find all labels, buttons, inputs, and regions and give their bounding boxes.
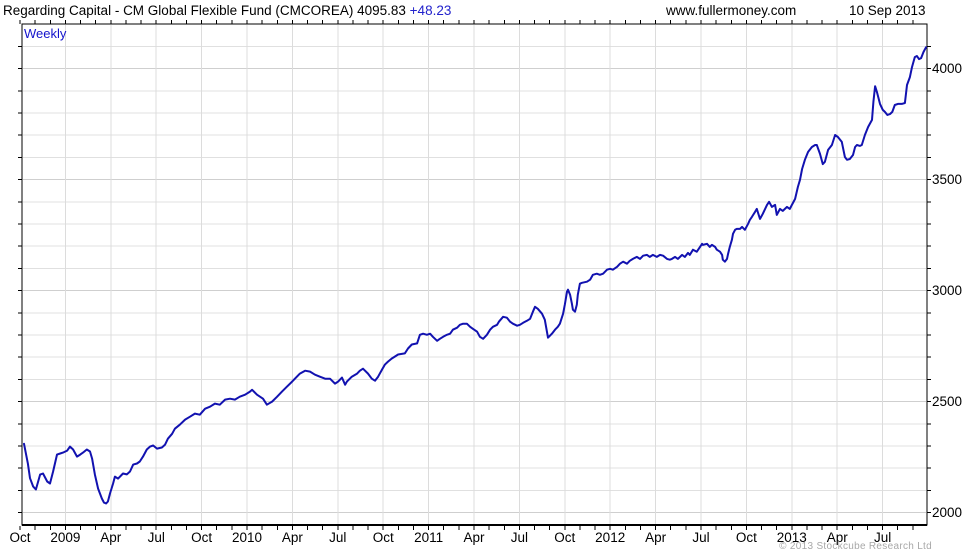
- x-axis-label: 2010: [232, 530, 262, 545]
- x-axis-label: Jul: [511, 530, 528, 545]
- date-text: 10 Sep 2013: [849, 3, 926, 18]
- copyright-text: © 2013 Stockcube Research Ltd: [779, 541, 932, 552]
- x-axis-label: Jul: [692, 530, 709, 545]
- x-axis-label: Oct: [9, 530, 30, 545]
- x-axis-label: Apr: [282, 530, 304, 545]
- x-axis-label: Apr: [645, 530, 667, 545]
- x-axis-ticks: [19, 20, 914, 530]
- x-axis-label: Oct: [736, 530, 757, 545]
- x-axis-label: Apr: [100, 530, 122, 545]
- website-text: www.fullermoney.com: [666, 3, 797, 18]
- y-axis-label: 4000: [932, 61, 962, 76]
- x-axis-label: 2009: [50, 530, 80, 545]
- x-axis-label: Jul: [874, 530, 891, 545]
- y-axis-label: 3500: [932, 172, 962, 187]
- x-axis-label: 2012: [595, 530, 625, 545]
- x-axis-label: 2011: [414, 530, 443, 545]
- chart-title-change: +48.23: [409, 3, 452, 18]
- frequency-label: Weekly: [24, 26, 67, 41]
- x-axis-labels: Oct 2009 Apr Jul Oct 2010 Apr Jul Oct 2011 Apr Jul O…: [9, 530, 891, 545]
- x-axis-label: Jul: [148, 530, 165, 545]
- x-axis-label: Apr: [827, 530, 849, 545]
- x-axis-label: Oct: [191, 530, 212, 545]
- y-axis-ticks: [18, 45, 931, 514]
- chart-title-text: Regarding Capital - CM Global Flexible F…: [3, 3, 410, 18]
- y-axis-labels: 2000 2500 3000 3500 4000: [932, 61, 962, 520]
- x-axis-label: Jul: [329, 530, 346, 545]
- x-axis-label: Oct: [373, 530, 394, 545]
- y-axis-label: 2500: [932, 394, 962, 409]
- x-axis-label: Apr: [463, 530, 485, 545]
- price-line: [23, 46, 927, 505]
- x-gridlines: [64, 25, 884, 524]
- x-axis-label: Oct: [554, 530, 575, 545]
- chart-title: Regarding Capital - CM Global Flexible F…: [3, 3, 451, 18]
- y-axis-label: 2000: [932, 505, 962, 520]
- x-axis-label: 2013: [777, 530, 807, 545]
- y-axis-label: 3000: [932, 283, 962, 298]
